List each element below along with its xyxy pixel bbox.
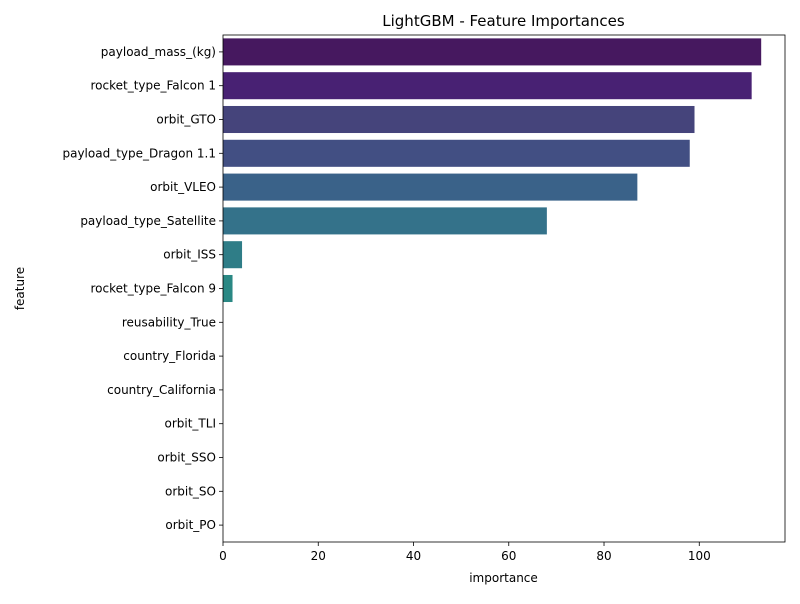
y-tick-label: payload_type_Dragon 1.1 [62, 146, 216, 160]
bar-4 [223, 173, 638, 201]
x-axis-label: importance [469, 571, 538, 585]
y-axis-label: feature [13, 267, 27, 310]
x-tick-label: 40 [406, 549, 421, 563]
y-tick-label: payload_type_Satellite [80, 214, 216, 228]
x-tick-label: 20 [311, 549, 326, 563]
x-axis-ticks: 0 20 40 60 80 100 [219, 542, 711, 563]
y-tick-label: orbit_TLI [165, 417, 217, 431]
bar-0 [223, 38, 762, 66]
bar-2 [223, 105, 695, 134]
y-tick-label: payload_mass_(kg) [101, 45, 216, 59]
y-tick-label: orbit_PO [165, 518, 216, 532]
y-axis-ticks: payload_mass_(kg) rocket_type_Falcon 1 orb… [62, 45, 223, 532]
x-tick-label: 60 [501, 549, 516, 563]
bar-1 [223, 72, 752, 100]
y-tick-label: orbit_VLEO [150, 180, 216, 194]
y-tick-label: rocket_type_Falcon 1 [90, 79, 216, 93]
y-tick-label: orbit_GTO [156, 113, 216, 127]
chart-title: LightGBM - Feature Importances [382, 12, 625, 30]
y-tick-label: orbit_SSO [157, 451, 216, 465]
y-tick-label: country_California [107, 383, 216, 397]
bars-group [223, 38, 762, 303]
y-tick-label: orbit_SO [165, 484, 216, 498]
y-tick-label: reusability_True [122, 315, 216, 329]
x-tick-label: 0 [219, 549, 227, 563]
x-tick-label: 80 [596, 549, 611, 563]
bar-7 [223, 274, 233, 303]
x-tick-label: 100 [688, 549, 711, 563]
y-tick-label: orbit_ISS [163, 248, 216, 262]
y-tick-label: rocket_type_Falcon 9 [90, 282, 216, 296]
y-tick-label: country_Florida [123, 349, 216, 363]
bar-5 [223, 207, 547, 235]
bar-6 [223, 241, 243, 269]
bar-3 [223, 139, 690, 167]
plot-frame [222, 34, 786, 543]
